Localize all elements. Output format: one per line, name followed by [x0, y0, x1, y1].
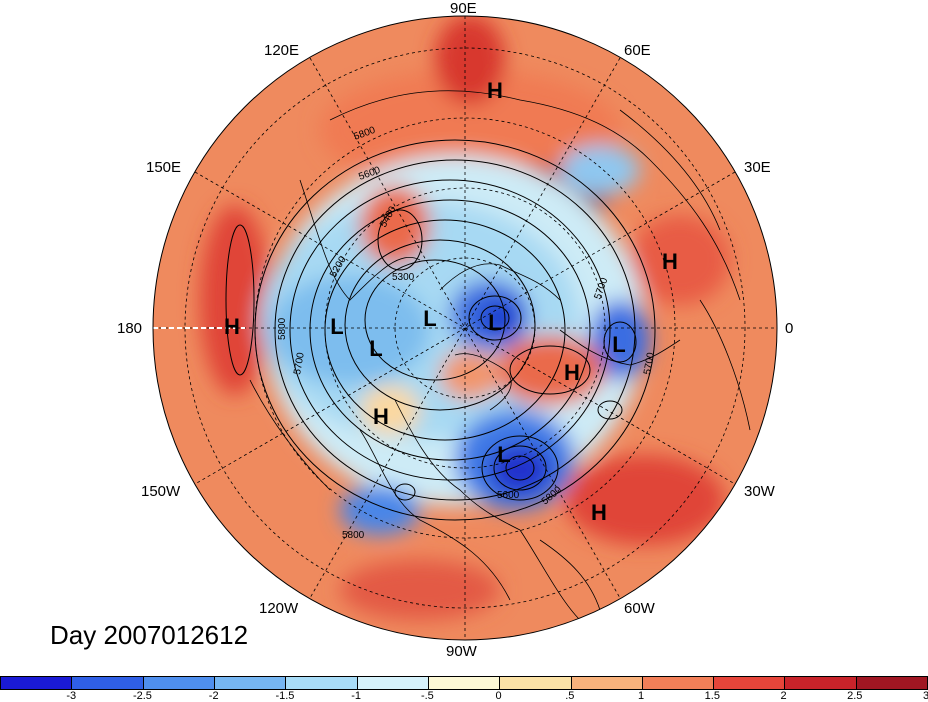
anomaly-shading	[200, 16, 730, 620]
low-center: L	[612, 332, 625, 357]
colorbar	[0, 676, 928, 690]
colorbar-bin	[357, 677, 429, 689]
lon-label-60e: 60E	[624, 42, 651, 59]
colorbar-bin	[428, 677, 501, 689]
high-center: H	[224, 314, 240, 339]
colorbar-tick-label: -1	[351, 690, 362, 702]
colorbar-tick-label: .5	[565, 690, 575, 702]
colorbar-bin	[571, 677, 643, 689]
colorbar-bin	[1, 677, 73, 689]
colorbar-tick-label: 1.5	[704, 690, 720, 702]
lon-label-90e: 90E	[450, 0, 477, 17]
low-center: L	[369, 336, 382, 361]
map-title: Day 2007012612	[50, 620, 249, 650]
high-center: H	[591, 500, 607, 525]
low-center: L	[330, 314, 343, 339]
lon-label-30e: 30E	[744, 159, 771, 176]
colorbar-tick-label: 1	[638, 690, 645, 702]
lon-label-30w: 30W	[744, 483, 775, 500]
lon-label-0: 0	[785, 320, 794, 337]
lon-label-120w: 120W	[259, 600, 299, 617]
colorbar-bin	[500, 677, 572, 689]
colorbar-bin	[785, 677, 857, 689]
high-center: H	[373, 404, 389, 429]
colorbar-bin	[214, 677, 287, 689]
contour-label: 5300	[392, 272, 415, 283]
colorbar-tick-label: -2.5	[132, 690, 152, 702]
colorbar-tick-label: -1.5	[275, 690, 295, 702]
contour-label: 5700	[292, 351, 307, 375]
pressure-centers: H H H H H H L L L L L L	[224, 78, 678, 525]
colorbar-bin	[714, 677, 786, 689]
contour-label: 5600	[497, 490, 520, 501]
colorbar-tick-label: 2	[780, 690, 787, 702]
colorbar-bin	[856, 677, 928, 689]
colorbar-bin	[642, 677, 715, 689]
lon-label-150w: 150W	[141, 483, 181, 500]
low-center: L	[497, 442, 510, 467]
coastlines	[249, 90, 751, 621]
contour-label: 5700	[642, 351, 657, 375]
lon-label-90w: 90W	[446, 643, 477, 660]
high-center: H	[487, 78, 503, 103]
map-boundary	[152, 15, 778, 641]
colorbar-tick-label: -2	[208, 690, 219, 702]
lon-label-120e: 120E	[264, 42, 300, 59]
colorbar-tick-label: -.5	[420, 690, 434, 702]
colorbar-bin	[286, 677, 358, 689]
colorbar-bin	[143, 677, 215, 689]
colorbar-bin	[72, 677, 144, 689]
low-center: L	[488, 310, 501, 335]
lon-label-60w: 60W	[624, 600, 655, 617]
colorbar-ticks: -3 -2.5 -2 -1.5 -1 -.5 0 .5 1 1.5 2 2.5 3	[0, 690, 928, 702]
colorbar-tick-label: 0	[495, 690, 502, 702]
lon-label-180: 180	[117, 320, 143, 337]
colorbar-tick-label: -3	[66, 690, 77, 702]
colorbar-tick-label: 2.5	[847, 690, 863, 702]
high-center: H	[564, 360, 580, 385]
contour-label: 5800	[342, 530, 365, 541]
lon-label-150e: 150E	[146, 159, 182, 176]
high-center: H	[662, 249, 678, 274]
contour-label: 5800	[277, 317, 288, 340]
colorbar-tick-label: 3	[922, 690, 928, 702]
height-contours	[225, 139, 656, 521]
low-center: L	[423, 306, 436, 331]
